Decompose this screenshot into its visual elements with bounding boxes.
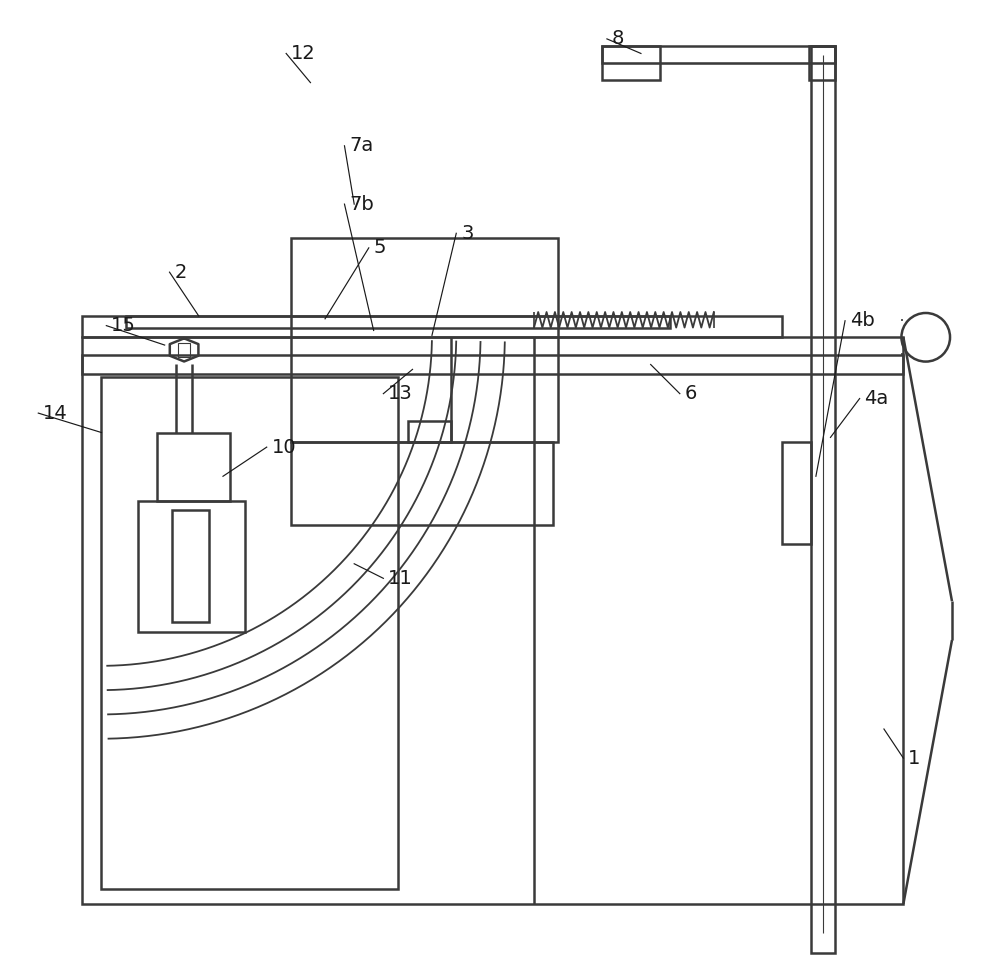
Bar — [82, 355, 903, 904]
Bar — [602, 46, 835, 63]
Bar — [602, 46, 660, 80]
Text: 1: 1 — [908, 748, 921, 768]
Text: 7a: 7a — [349, 136, 374, 156]
Bar — [782, 442, 811, 544]
Text: 15: 15 — [111, 316, 136, 335]
Text: 14: 14 — [43, 403, 68, 423]
Bar — [811, 46, 835, 953]
Bar — [82, 337, 903, 374]
Bar — [157, 433, 230, 501]
Text: 13: 13 — [388, 384, 413, 403]
Bar — [101, 377, 398, 889]
Text: 4a: 4a — [864, 389, 889, 408]
Text: 10: 10 — [272, 437, 296, 457]
Bar — [408, 421, 451, 442]
Bar — [138, 501, 245, 632]
Text: 12: 12 — [291, 44, 316, 63]
Text: 11: 11 — [388, 569, 413, 588]
Bar — [809, 46, 835, 80]
Bar — [291, 238, 558, 442]
Bar — [291, 442, 553, 525]
Text: 6: 6 — [685, 384, 697, 403]
Bar — [172, 510, 209, 622]
Bar — [82, 316, 782, 337]
Text: 8: 8 — [612, 29, 624, 49]
Bar — [126, 316, 670, 328]
Text: 2: 2 — [174, 262, 187, 282]
Text: 4b: 4b — [850, 311, 875, 330]
Text: 5: 5 — [374, 238, 386, 258]
Bar — [178, 343, 190, 357]
Text: 3: 3 — [461, 224, 473, 243]
Text: 7b: 7b — [349, 194, 374, 214]
